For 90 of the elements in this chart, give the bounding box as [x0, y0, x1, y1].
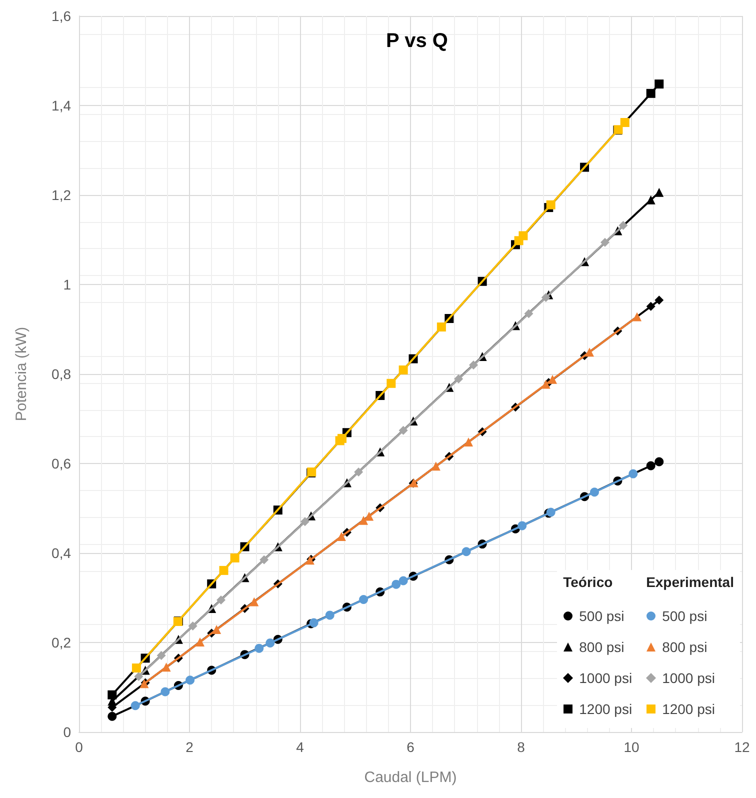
point [632, 312, 642, 322]
point [518, 521, 527, 530]
point [219, 566, 228, 575]
y-tick-label: 0 [63, 724, 72, 740]
point [468, 360, 478, 370]
point [548, 374, 557, 384]
point [266, 638, 275, 648]
point [359, 516, 368, 525]
point [454, 374, 464, 384]
x-axis-title: Caudal (LPM) [364, 769, 457, 786]
point [354, 468, 364, 477]
point [654, 296, 664, 305]
point [620, 118, 630, 128]
point [462, 547, 471, 556]
point [600, 238, 610, 247]
point [132, 664, 141, 673]
point [337, 434, 346, 443]
legend-label: 800 psi [579, 638, 624, 654]
point [398, 426, 408, 435]
point [436, 322, 446, 332]
point [336, 532, 346, 541]
point [585, 348, 594, 357]
point [541, 292, 550, 302]
legend-label: 1000 psi [579, 670, 632, 686]
point [188, 621, 198, 630]
point [195, 638, 204, 647]
point [518, 231, 528, 240]
point [186, 676, 195, 685]
y-tick-label: 1,6 [52, 8, 72, 24]
point [162, 662, 171, 672]
point [654, 457, 664, 466]
legend-label: 1200 psi [579, 700, 632, 716]
point [524, 309, 534, 318]
point [309, 618, 318, 628]
text: Teórico [563, 574, 613, 590]
point [260, 555, 269, 564]
point [546, 200, 556, 210]
y-tick-label: 0,8 [52, 366, 72, 382]
text: Experimental [646, 574, 734, 590]
point [541, 380, 550, 389]
point [364, 512, 374, 521]
point [464, 438, 474, 447]
x-tick-label: 12 [734, 739, 750, 755]
x-tick-label: 6 [406, 739, 415, 755]
point [212, 625, 222, 634]
point [254, 644, 264, 653]
point [646, 461, 656, 470]
point [398, 576, 408, 586]
point [108, 712, 117, 721]
point [359, 595, 368, 604]
point [230, 553, 240, 562]
point [108, 690, 117, 700]
legend-label: 1000 psi [662, 670, 715, 686]
point [134, 672, 144, 682]
x-tick-label: 8 [517, 739, 526, 755]
x-tick-label: 2 [186, 739, 194, 755]
y-tick-label: 0,2 [52, 634, 72, 650]
y-tick-label: 0,4 [52, 545, 72, 561]
legend-label: 1200 psi [662, 700, 715, 716]
point [654, 80, 664, 89]
point [628, 469, 638, 478]
text: P vs Q [386, 30, 448, 52]
point [646, 302, 656, 311]
point [654, 188, 664, 197]
point [160, 687, 170, 696]
legend-label: 800 psi [662, 638, 708, 654]
y-tick-label: 1 [63, 276, 72, 292]
point [325, 610, 334, 620]
point [250, 597, 259, 606]
point [398, 365, 408, 374]
x-tick-label: 10 [624, 739, 640, 755]
x-tick-label: 4 [296, 739, 304, 755]
y-axis-title: Potencia (kW) [13, 326, 30, 422]
point [590, 488, 599, 497]
point [130, 701, 140, 710]
legend-label: 500 psi [662, 608, 708, 624]
point [646, 195, 656, 204]
point [300, 517, 310, 526]
point [646, 88, 656, 98]
x-tick-label: 0 [75, 739, 84, 755]
y-tick-label: 0,6 [52, 456, 72, 472]
y-tick-label: 1,4 [52, 98, 72, 114]
point [618, 220, 628, 230]
point [431, 462, 440, 471]
point [392, 580, 401, 589]
legend-label: 500 psi [579, 608, 624, 624]
point [386, 378, 396, 388]
y-tick-label: 1,2 [52, 187, 72, 203]
point [156, 650, 166, 660]
point [216, 595, 226, 604]
